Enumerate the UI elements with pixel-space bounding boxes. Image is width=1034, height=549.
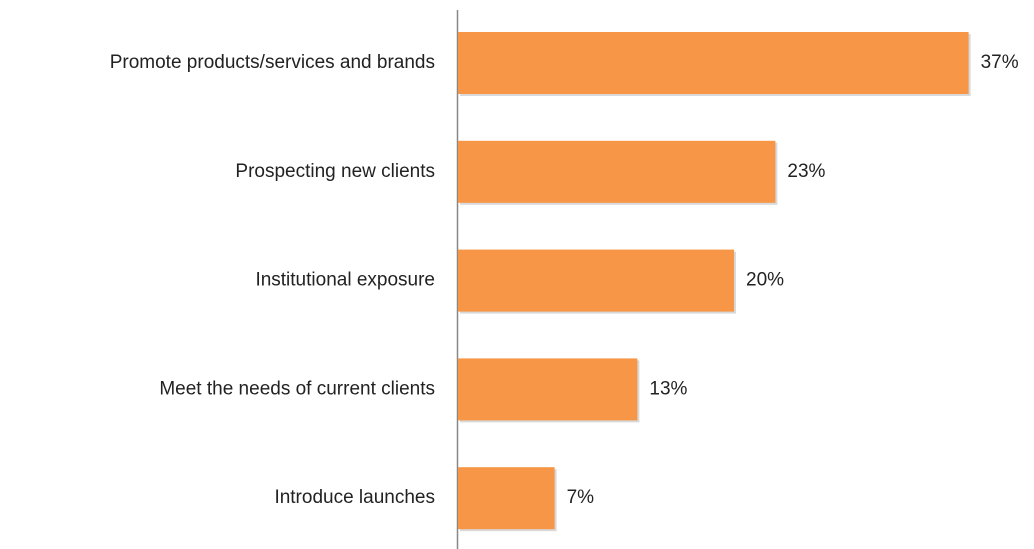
data-label: 37%: [981, 52, 1019, 73]
bar: [458, 467, 555, 530]
category-label: Introduce launches: [274, 487, 435, 508]
data-label: 20%: [746, 270, 784, 291]
category-label: Prospecting new clients: [235, 161, 435, 182]
bar: [458, 32, 969, 94]
bar: [458, 140, 776, 203]
category-label: Meet the needs of current clients: [159, 378, 435, 399]
category-label: Promote products/services and brands: [110, 52, 435, 73]
bar: [458, 249, 734, 312]
category-label: Institutional exposure: [255, 270, 435, 291]
bar: [458, 358, 638, 421]
data-label: 13%: [649, 378, 687, 399]
data-label: 7%: [567, 487, 595, 508]
data-label: 23%: [787, 161, 825, 182]
